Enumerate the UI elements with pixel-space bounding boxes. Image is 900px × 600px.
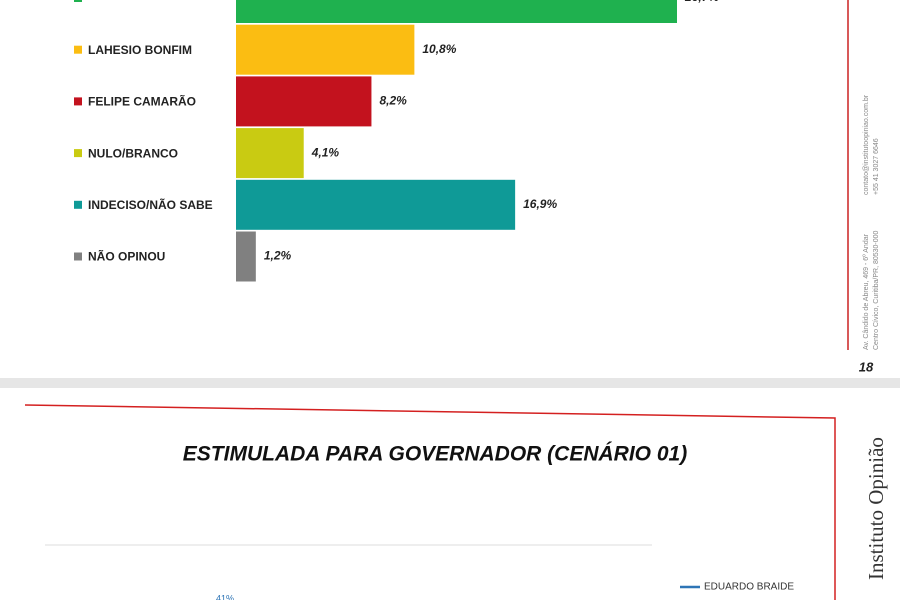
category-label: NULO/BRANCO	[88, 146, 178, 160]
page-margin	[850, 0, 900, 378]
value-label: 1,2%	[264, 249, 292, 263]
chart-title: ESTIMULADA PARA GOVERNADOR (CENÁRIO 01)	[183, 443, 687, 466]
category-label: LAHESIO BONFIM	[88, 43, 192, 57]
address-line: Centro Cívico, Curitiba/PR, 80530-000	[873, 230, 880, 350]
category-label: FELIPE CAMARÃO	[88, 94, 196, 109]
frame-line	[24, 404, 836, 600]
contact-line: contato@institutoopiniao.com.br	[863, 94, 870, 195]
value-label: 41%	[216, 593, 234, 600]
value-label: 26,7%	[684, 0, 719, 4]
legend-swatch	[74, 97, 82, 106]
value-label: 8,2%	[379, 94, 407, 108]
legend-swatch	[74, 0, 82, 2]
legend-swatch	[74, 149, 82, 158]
legend-swatch	[74, 200, 82, 209]
brand: Instituto Opinião	[864, 437, 888, 580]
bar	[236, 24, 415, 75]
category-label: NÃO OPINOU	[88, 249, 165, 264]
legend-swatch	[74, 45, 82, 54]
legend-swatch	[74, 252, 82, 261]
value-label: 16,9%	[523, 197, 557, 211]
page-number: 18	[859, 359, 874, 374]
value-label: 4,1%	[311, 145, 340, 159]
page-sheet	[0, 388, 900, 600]
bar	[236, 0, 677, 23]
bar	[236, 231, 256, 282]
value-label: 10,8%	[422, 42, 456, 56]
legend-label: EDUARDO BRAIDE	[704, 582, 794, 593]
bar	[236, 179, 516, 230]
contact-line: +55 41 3027 6646	[873, 138, 880, 195]
address-line: Av. Cândido de Abreu, 469 - 6º Andar	[863, 233, 870, 350]
bar	[236, 76, 372, 127]
category-label: INDECISO/NÃO SABE	[88, 197, 213, 212]
bar	[236, 128, 304, 179]
